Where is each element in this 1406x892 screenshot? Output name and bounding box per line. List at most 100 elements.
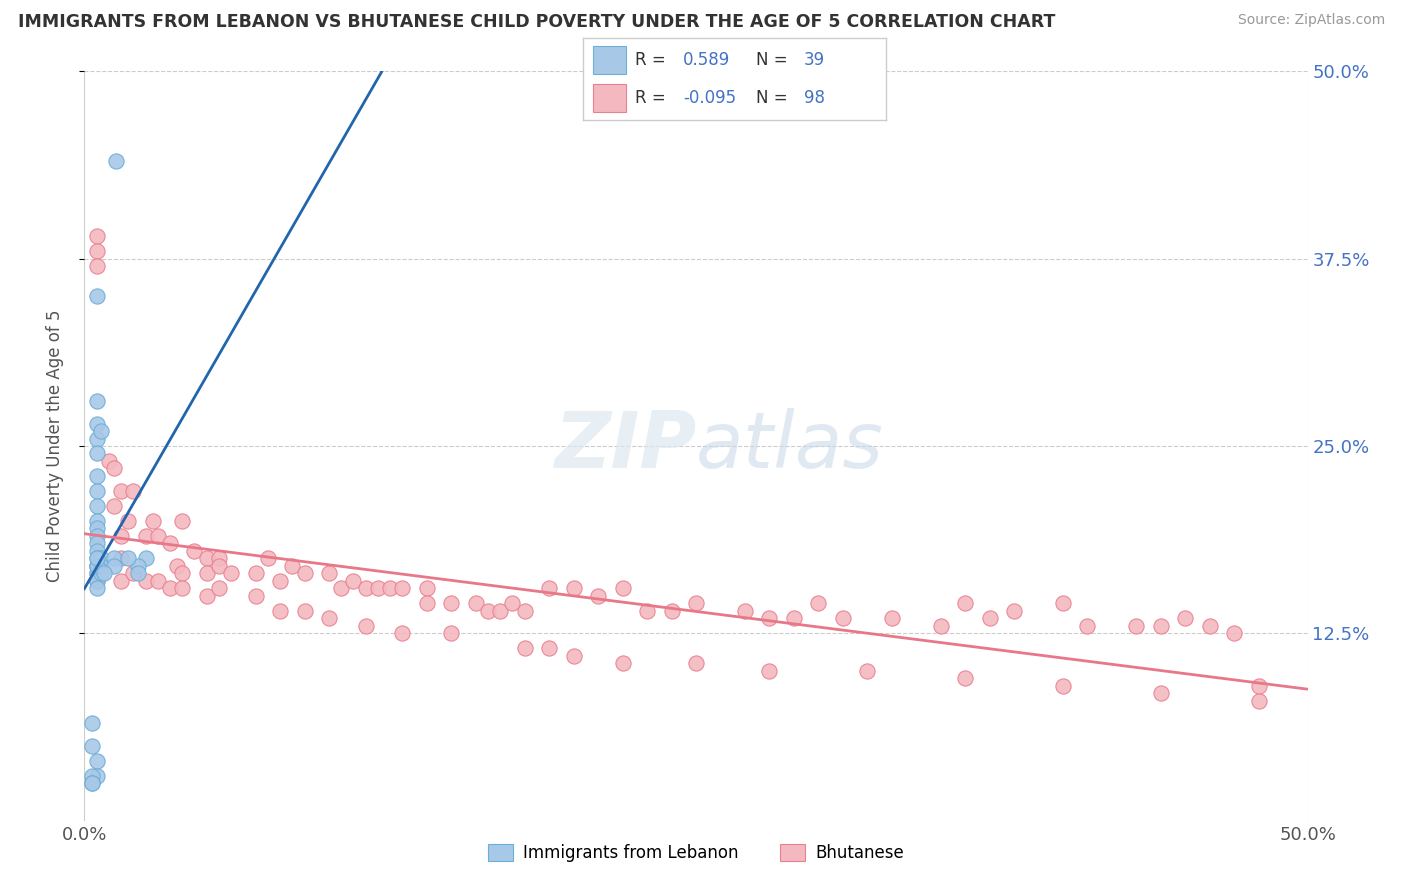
Point [269, 574, 291, 588]
Text: atlas: atlas [696, 408, 884, 484]
Point [807, 596, 830, 610]
Point [380, 582, 402, 596]
Point [195, 566, 218, 581]
Point [122, 483, 145, 498]
Point [86, 558, 108, 573]
Point [86, 754, 108, 768]
Point [172, 582, 194, 596]
Point [330, 582, 353, 596]
Point [269, 604, 291, 618]
Point [1223, 626, 1246, 640]
Text: 39: 39 [804, 51, 825, 69]
Point [86, 499, 108, 513]
Point [219, 566, 242, 581]
Point [183, 544, 205, 558]
Legend: Immigrants from Lebanon, Bhutanese: Immigrants from Lebanon, Bhutanese [481, 837, 911, 869]
Point [103, 551, 125, 566]
Text: N =: N = [756, 51, 787, 69]
Point [661, 604, 683, 618]
Text: N =: N = [756, 89, 787, 107]
Point [758, 664, 780, 678]
Point [636, 604, 658, 618]
Point [464, 596, 486, 610]
Point [90, 558, 112, 573]
Point [90, 551, 112, 566]
Point [513, 604, 536, 618]
Point [1247, 679, 1270, 693]
Point [294, 604, 316, 618]
Point [142, 514, 165, 528]
Point [127, 558, 149, 573]
Point [86, 229, 108, 244]
Point [86, 536, 108, 550]
Point [86, 417, 108, 431]
Point [318, 566, 340, 581]
Text: 0.589: 0.589 [683, 51, 731, 69]
Point [86, 574, 108, 588]
Point [391, 626, 413, 640]
Text: -0.095: -0.095 [683, 89, 737, 107]
Text: 98: 98 [804, 89, 825, 107]
Point [127, 566, 149, 581]
Point [856, 664, 879, 678]
Point [90, 424, 112, 438]
Point [562, 582, 585, 596]
Point [97, 454, 120, 468]
Point [80, 739, 103, 753]
Point [208, 558, 231, 573]
Point [502, 596, 524, 610]
Point [86, 551, 108, 566]
Point [281, 558, 304, 573]
Point [1150, 619, 1173, 633]
Point [953, 596, 976, 610]
Text: IMMIGRANTS FROM LEBANON VS BHUTANESE CHILD POVERTY UNDER THE AGE OF 5 CORRELATIO: IMMIGRANTS FROM LEBANON VS BHUTANESE CHI… [18, 13, 1056, 31]
Point [172, 514, 194, 528]
Point [166, 558, 188, 573]
Point [135, 529, 157, 543]
Point [86, 574, 108, 588]
Point [110, 551, 132, 566]
Point [86, 544, 108, 558]
Point [146, 574, 169, 588]
Point [562, 648, 585, 663]
Point [1247, 694, 1270, 708]
Point [1198, 619, 1220, 633]
Point [1150, 686, 1173, 700]
Point [208, 551, 231, 566]
Point [245, 566, 267, 581]
Point [105, 154, 128, 169]
Text: Source: ZipAtlas.com: Source: ZipAtlas.com [1237, 13, 1385, 28]
Bar [592, 85, 626, 112]
Point [1125, 619, 1147, 633]
Point [513, 641, 536, 656]
Point [86, 446, 108, 460]
Point [80, 716, 103, 731]
Point [80, 776, 103, 790]
Point [86, 483, 108, 498]
Text: R =: R = [636, 51, 665, 69]
Point [86, 566, 108, 581]
Point [538, 641, 561, 656]
Point [257, 551, 280, 566]
Point [80, 776, 103, 790]
Point [586, 589, 609, 603]
Point [90, 566, 112, 581]
Point [880, 611, 903, 625]
Point [86, 244, 108, 259]
Text: R =: R = [636, 89, 665, 107]
Point [477, 604, 499, 618]
Point [734, 604, 756, 618]
Point [1052, 596, 1074, 610]
Point [103, 461, 125, 475]
Point [86, 529, 108, 543]
Point [489, 604, 512, 618]
Point [318, 611, 340, 625]
Point [538, 582, 561, 596]
Point [1002, 604, 1025, 618]
Point [159, 582, 181, 596]
Point [103, 499, 125, 513]
Point [1076, 619, 1098, 633]
Point [93, 566, 115, 581]
Point [80, 769, 103, 783]
Point [146, 529, 169, 543]
